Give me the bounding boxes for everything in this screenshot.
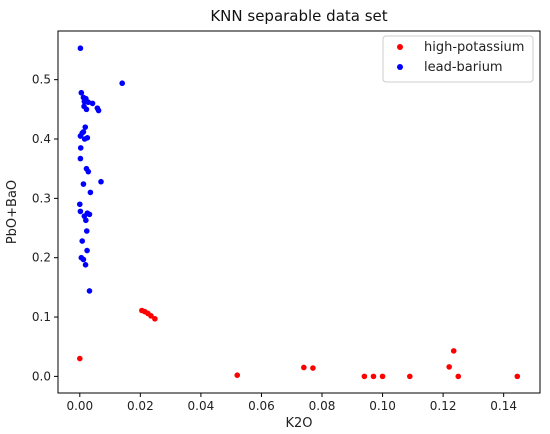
y-tick-label: 0.0 xyxy=(32,369,51,383)
x-tick-label: 0.12 xyxy=(430,399,457,413)
x-axis-title: K2O xyxy=(285,416,312,431)
data-point-lead-barium xyxy=(77,145,84,151)
data-point-lead-barium xyxy=(86,211,93,218)
data-point-high-potassium xyxy=(407,373,413,380)
x-tick-label: 0.06 xyxy=(248,399,275,413)
data-point-high-potassium xyxy=(234,372,241,378)
legend-marker-high-potassium xyxy=(397,44,403,50)
data-point-lead-barium xyxy=(87,189,94,196)
x-tick-label: 0.08 xyxy=(309,399,336,413)
data-point-lead-barium xyxy=(76,201,83,208)
x-tick-label: 0.04 xyxy=(188,399,215,413)
data-point-high-potassium xyxy=(310,365,316,371)
x-tick-label: 0.00 xyxy=(66,399,93,413)
y-tick-label: 0.4 xyxy=(32,132,51,146)
data-point-high-potassium xyxy=(148,313,154,319)
chart-title: KNN separable data set xyxy=(210,7,387,25)
data-point-lead-barium xyxy=(77,155,84,162)
y-tick-label: 0.3 xyxy=(32,191,51,205)
x-tick-label: 0.14 xyxy=(490,399,517,413)
data-point-lead-barium xyxy=(77,208,84,215)
data-point-high-potassium xyxy=(514,373,521,380)
data-point-high-potassium xyxy=(361,373,368,380)
data-point-lead-barium xyxy=(80,129,87,135)
data-point-high-potassium xyxy=(455,373,462,380)
legend: high-potassium lead-barium xyxy=(382,35,534,83)
data-points xyxy=(76,45,521,380)
data-point-lead-barium xyxy=(83,228,90,234)
y-axis: 0.0 0.1 0.2 0.3 0.4 0.5 xyxy=(32,73,58,383)
data-point-lead-barium xyxy=(77,133,84,139)
data-point-lead-barium xyxy=(84,247,90,254)
data-point-lead-barium xyxy=(119,80,125,87)
data-point-lead-barium xyxy=(86,288,93,294)
legend-marker-lead-barium xyxy=(397,64,403,70)
data-point-high-potassium xyxy=(379,373,386,380)
data-point-lead-barium xyxy=(98,178,104,185)
x-tick-label: 0.02 xyxy=(127,399,154,413)
data-point-lead-barium xyxy=(95,107,102,114)
data-point-lead-barium xyxy=(82,124,89,130)
data-point-lead-barium xyxy=(77,45,84,52)
data-point-lead-barium xyxy=(84,135,91,141)
data-point-lead-barium xyxy=(78,89,85,96)
data-point-high-potassium xyxy=(76,355,83,362)
data-point-lead-barium xyxy=(80,181,87,187)
legend-box xyxy=(382,35,534,83)
data-point-high-potassium xyxy=(450,348,457,354)
plot-frame xyxy=(57,30,541,394)
data-point-lead-barium xyxy=(89,100,96,107)
data-point-lead-barium xyxy=(83,217,89,224)
y-axis-title: PbO+BaO xyxy=(5,180,20,244)
legend-label-high-potassium: high-potassium xyxy=(424,40,524,55)
data-point-high-potassium xyxy=(301,364,307,371)
x-tick-label: 0.10 xyxy=(369,399,396,413)
data-point-lead-barium xyxy=(83,106,90,113)
data-point-lead-barium xyxy=(79,238,86,244)
data-point-high-potassium xyxy=(446,364,452,370)
data-point-lead-barium xyxy=(82,262,89,268)
data-point-lead-barium xyxy=(85,99,92,106)
y-tick-label: 0.5 xyxy=(32,73,51,87)
data-point-lead-barium xyxy=(80,256,87,263)
data-point-high-potassium xyxy=(152,316,158,322)
y-tick-label: 0.2 xyxy=(32,251,51,265)
data-point-high-potassium xyxy=(370,373,377,380)
y-tick-label: 0.1 xyxy=(32,310,51,324)
legend-label-lead-barium: lead-barium xyxy=(424,60,503,75)
x-axis: 0.00 0.02 0.04 0.06 0.08 0.10 0.12 0.14 xyxy=(66,393,517,413)
data-point-lead-barium xyxy=(85,168,92,175)
